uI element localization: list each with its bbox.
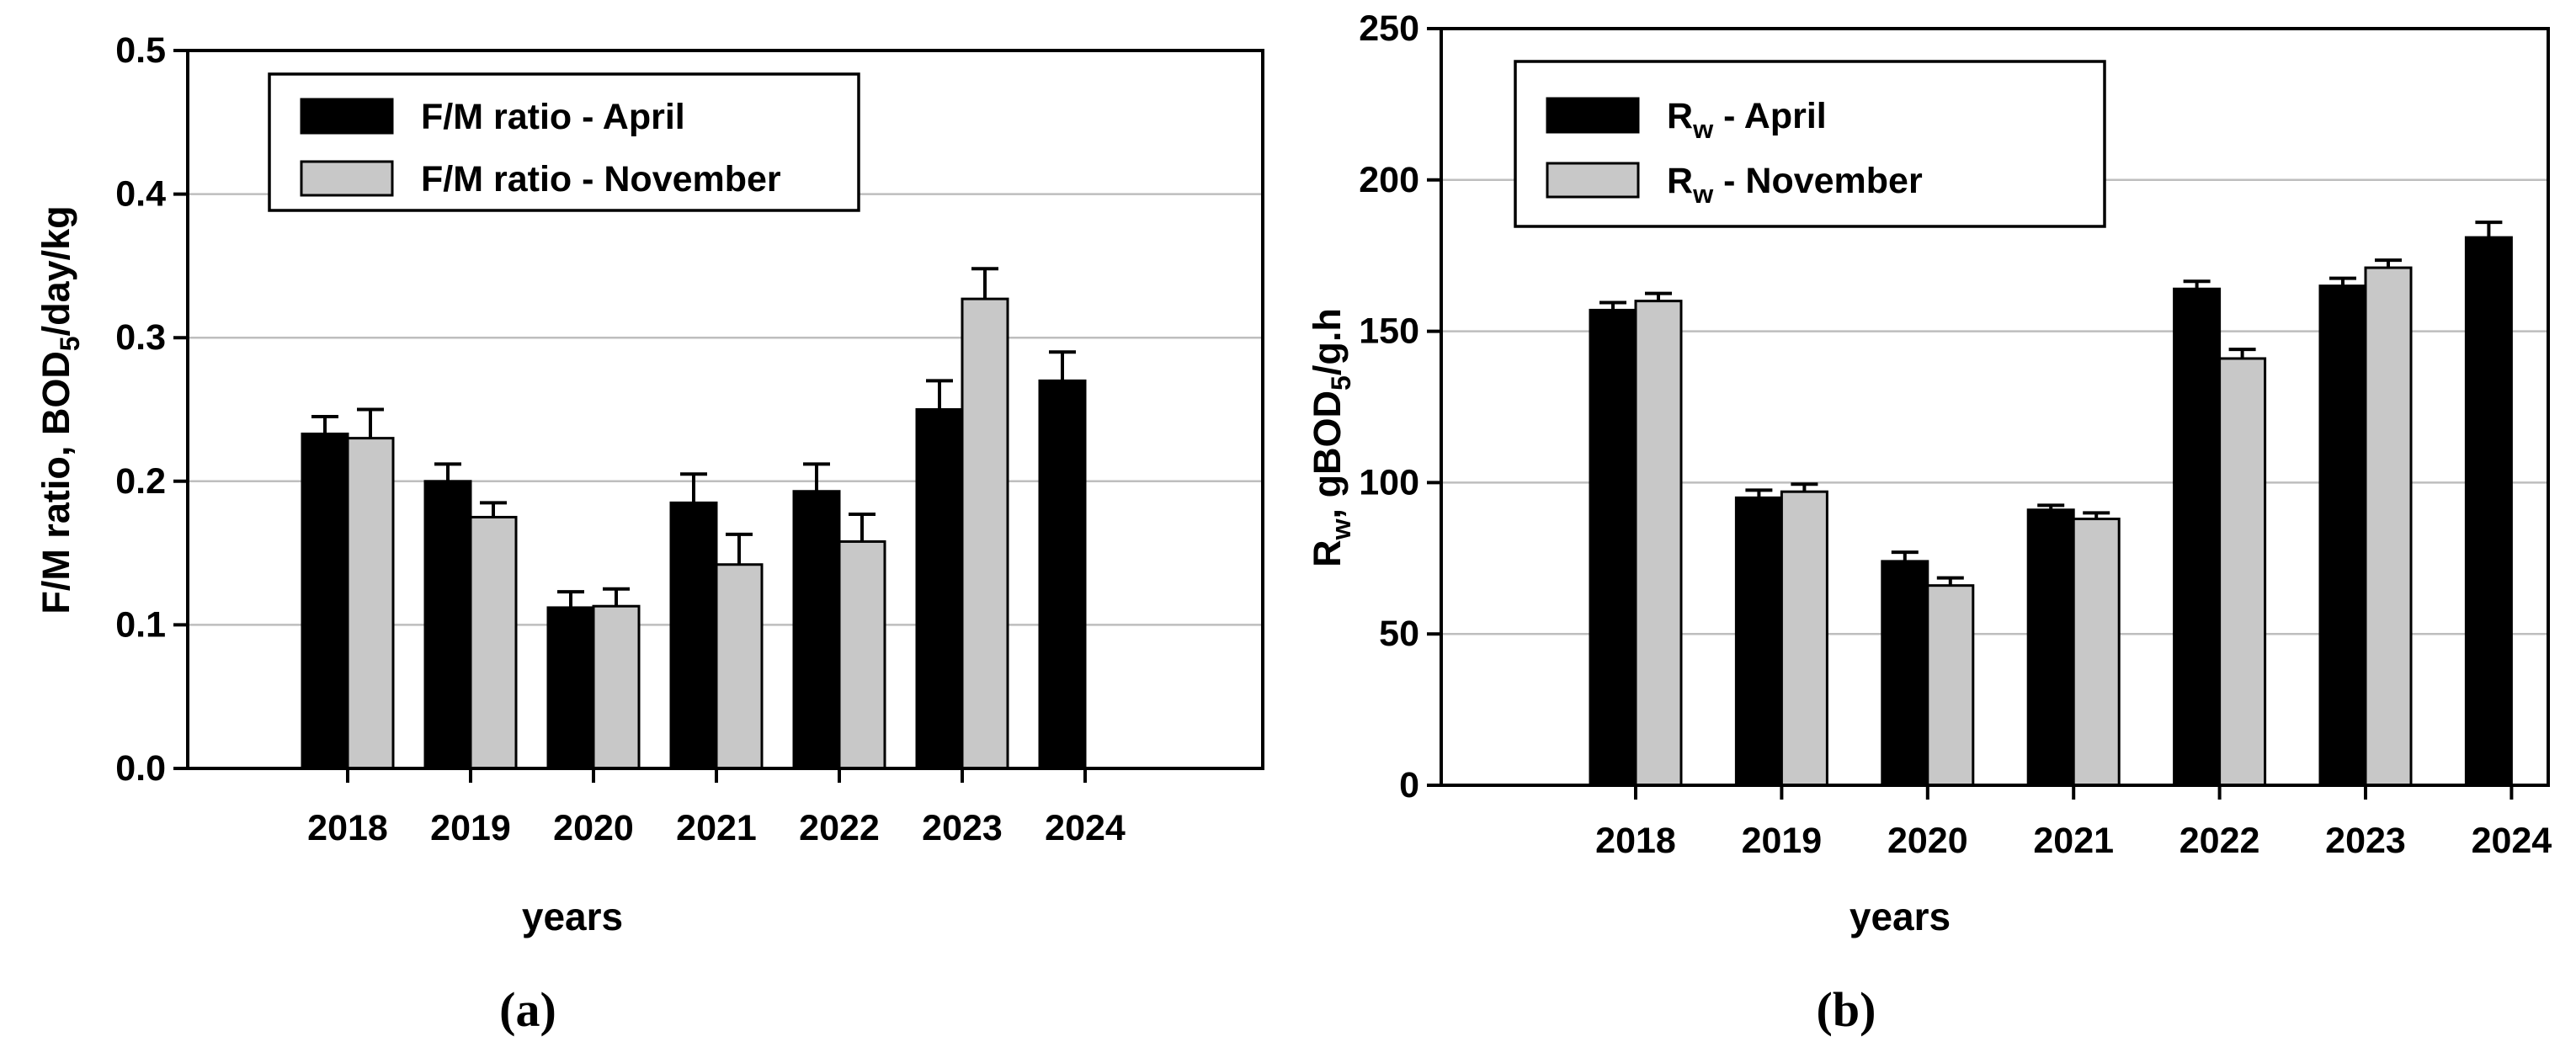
- panel-a-xlabel: years: [521, 895, 624, 938]
- bar-2022-november: [2218, 357, 2267, 787]
- y-tick-label: 0.5: [115, 30, 166, 71]
- legend-label-april: F/M ratio - April: [421, 97, 685, 137]
- legend-swatch-april: [300, 98, 394, 135]
- x-tick-label: 2024: [2472, 821, 2552, 861]
- x-tick-label: 2024: [1045, 808, 1126, 848]
- x-tick-label: 2018: [307, 808, 388, 848]
- panel-b-xlabel: years: [1849, 895, 1951, 938]
- legend-label-november: F/M ratio - November: [421, 159, 781, 199]
- y-tick-label: 0.4: [115, 174, 166, 215]
- y-tick-label: 0.3: [115, 317, 166, 358]
- bar-2018-november: [1634, 300, 1683, 787]
- y-tick-label: 200: [1359, 160, 1419, 200]
- legend-swatch-november: [1546, 162, 1640, 199]
- x-tick-label: 2023: [2325, 821, 2406, 861]
- x-tick-label: 2020: [1887, 821, 1968, 861]
- bar-2019-november: [469, 515, 518, 770]
- legend-label-april: Rw - April: [1667, 96, 1827, 144]
- bar-2020-april: [546, 606, 595, 770]
- bar-2019-april: [423, 480, 472, 770]
- bar-2024-april: [1038, 379, 1087, 770]
- bar-2019-april: [1734, 496, 1783, 787]
- y-tick-label: 0.0: [115, 748, 166, 789]
- x-tick-label: 2023: [922, 808, 1003, 848]
- bar-2018-april: [301, 433, 349, 770]
- bar-2020-november: [1926, 584, 1975, 787]
- x-tick-label: 2019: [430, 808, 511, 848]
- bar-2023-november: [961, 297, 1009, 770]
- legend-label-november: Rw - November: [1667, 161, 1923, 209]
- x-tick-label: 2022: [799, 808, 880, 848]
- x-tick-label: 2020: [553, 808, 634, 848]
- bar-2021-november: [715, 563, 764, 770]
- bar-2021-april: [2026, 508, 2075, 787]
- bar-2023-april: [915, 408, 964, 770]
- y-tick-label: 100: [1359, 462, 1419, 502]
- bar-2023-april: [2318, 284, 2367, 787]
- y-tick-label: 0.2: [115, 461, 166, 502]
- y-tick-label: 0.1: [115, 604, 166, 645]
- panel-a-caption: (a): [499, 982, 556, 1037]
- plot-frame: [186, 49, 1264, 770]
- legend-swatch-april: [1546, 97, 1640, 134]
- plot-frame: [1440, 27, 2550, 787]
- panel-b-caption: (b): [1816, 982, 1876, 1037]
- bar-2020-november: [592, 604, 641, 770]
- bar-2021-november: [2072, 518, 2121, 787]
- bar-2019-november: [1780, 490, 1828, 787]
- x-tick-label: 2021: [2033, 821, 2114, 861]
- bar-2022-april: [792, 490, 841, 770]
- x-tick-label: 2018: [1595, 821, 1676, 861]
- bar-2022-april: [2173, 287, 2222, 787]
- bar-2021-april: [669, 501, 718, 770]
- y-axis-title: Rw, gBOD5/g.h: [1306, 308, 1356, 567]
- legend-box: [1514, 60, 2106, 228]
- bar-2018-april: [1589, 308, 1637, 787]
- x-tick-label: 2021: [676, 808, 757, 848]
- y-tick-label: 250: [1359, 8, 1419, 49]
- bar-2024-april: [2464, 236, 2513, 787]
- bar-2020-april: [1881, 560, 1929, 787]
- y-tick-label: 150: [1359, 311, 1419, 352]
- bar-2022-november: [838, 539, 886, 770]
- y-tick-label: 0: [1399, 765, 1419, 805]
- x-tick-label: 2019: [1742, 821, 1823, 861]
- y-tick-label: 50: [1379, 614, 1419, 654]
- bar-2023-november: [2364, 266, 2413, 787]
- x-tick-label: 2022: [2179, 821, 2260, 861]
- legend-swatch-november: [300, 160, 394, 197]
- bar-2018-november: [346, 437, 395, 770]
- y-axis-title: F/M ratio, BOD5/day/kg: [35, 205, 85, 614]
